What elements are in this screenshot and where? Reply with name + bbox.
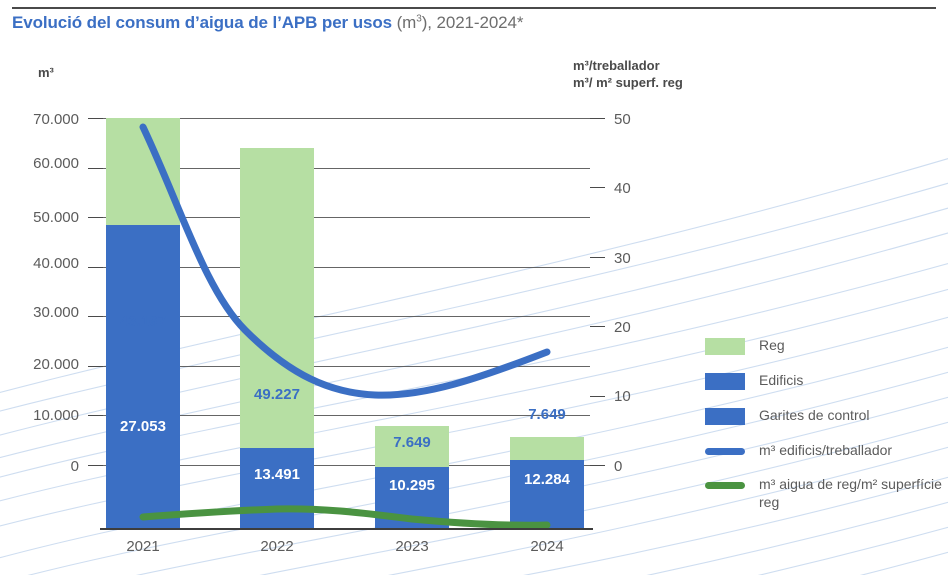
legend-swatch-garites-icon bbox=[705, 408, 745, 425]
bar-segment-edificis-2024 bbox=[510, 460, 584, 528]
left-tick bbox=[88, 365, 103, 367]
right-axis-label: 30 bbox=[614, 250, 631, 267]
legend-item-garites-de-control[interactable]: Garites de control bbox=[705, 406, 944, 425]
left-axis-caption: m³ bbox=[38, 65, 54, 80]
right-axis-caption-line1: m³/treballador bbox=[573, 58, 660, 73]
legend-line-aigua-reg-icon bbox=[705, 482, 745, 489]
right-axis-label: 10 bbox=[614, 388, 631, 405]
gridline bbox=[103, 415, 590, 417]
gridline bbox=[103, 316, 590, 318]
x-axis-baseline bbox=[100, 528, 593, 530]
right-tick bbox=[590, 465, 605, 466]
left-tick bbox=[88, 415, 103, 417]
bar-value-edificis-2023: 10.295 bbox=[389, 477, 435, 494]
legend-label-garites-de-control: Garites de control bbox=[759, 407, 870, 423]
legend-line-edificis-treballador-icon bbox=[705, 448, 745, 455]
bar-value-edificis-2022: 13.491 bbox=[254, 466, 300, 483]
gridline bbox=[103, 365, 590, 367]
page-title-unit-pre: (m bbox=[391, 13, 417, 32]
gridline bbox=[103, 266, 590, 268]
legend-item-reg[interactable]: Reg bbox=[705, 336, 944, 355]
left-tick bbox=[88, 217, 103, 219]
left-tick bbox=[88, 167, 103, 169]
gridline bbox=[103, 118, 590, 119]
left-tick bbox=[88, 266, 103, 268]
left-axis-label: 40.000 bbox=[33, 255, 79, 272]
right-axis-label: 50 bbox=[614, 111, 631, 128]
left-axis-label: 30.000 bbox=[33, 304, 79, 321]
right-axis-label: 20 bbox=[614, 319, 631, 336]
right-axis-caption-line2: m³/ m² superf. reg bbox=[573, 75, 683, 90]
gridline bbox=[103, 465, 590, 466]
left-axis-label: 60.000 bbox=[33, 155, 79, 172]
right-axis-caption: m³/treballador m³/ m² superf. reg bbox=[573, 57, 683, 91]
left-tick bbox=[88, 118, 103, 119]
x-axis-label-2024: 2024 bbox=[530, 538, 564, 555]
right-tick bbox=[590, 187, 605, 189]
legend-swatch-reg-icon bbox=[705, 338, 745, 355]
gridline bbox=[103, 167, 590, 169]
page-title-strong: Evolució del consum d’aigua de l’APB per… bbox=[12, 13, 392, 32]
right-tick bbox=[590, 395, 605, 397]
plot-area bbox=[103, 118, 590, 466]
legend-label-edificis: Edificis bbox=[759, 372, 804, 388]
legend-item-edificis[interactable]: Edificis bbox=[705, 371, 944, 390]
x-axis-label-2023: 2023 bbox=[395, 538, 429, 555]
left-axis-label: 50.000 bbox=[33, 209, 79, 226]
right-tick bbox=[590, 326, 605, 328]
left-axis-label: 20.000 bbox=[33, 356, 79, 373]
right-axis-label: 40 bbox=[614, 180, 631, 197]
right-tick bbox=[590, 256, 605, 258]
legend-item-m3-edificis-treballador[interactable]: m³ edificis/treballador bbox=[705, 441, 944, 459]
left-tick bbox=[88, 465, 103, 466]
right-axis-label: 0 bbox=[614, 458, 623, 475]
left-axis-label: 70.000 bbox=[33, 111, 79, 128]
left-axis-label: 0 bbox=[70, 458, 79, 475]
chart-legend: Reg Edificis Garites de control m³ edifi… bbox=[705, 336, 944, 527]
page-title: Evolució del consum d’aigua de l’APB per… bbox=[12, 13, 524, 33]
legend-label-m3-aigua-reg: m³ aigua de reg/m² superfície reg bbox=[759, 476, 942, 510]
bar-segment-edificis-2023 bbox=[375, 467, 449, 528]
left-axis-label: 10.000 bbox=[33, 407, 79, 424]
x-axis-label-2021: 2021 bbox=[126, 538, 160, 555]
page-title-range: ), 2021-2024* bbox=[421, 13, 524, 32]
header-rule bbox=[12, 7, 936, 9]
x-axis-label-2022: 2022 bbox=[260, 538, 294, 555]
line-m3-aigua-reg-superficie bbox=[139, 505, 551, 529]
page-title-unit-sup: 3 bbox=[416, 13, 422, 25]
legend-label-reg: Reg bbox=[759, 337, 785, 353]
right-tick bbox=[590, 118, 605, 119]
gridline bbox=[103, 217, 590, 219]
legend-item-m3-aigua-reg[interactable]: m³ aigua de reg/m² superfície reg bbox=[705, 475, 944, 511]
legend-swatch-edificis-icon bbox=[705, 373, 745, 390]
bar-value-edificis-2024: 12.284 bbox=[524, 471, 570, 488]
left-tick bbox=[88, 316, 103, 318]
legend-label-m3-edificis-treballador: m³ edificis/treballador bbox=[759, 442, 893, 458]
